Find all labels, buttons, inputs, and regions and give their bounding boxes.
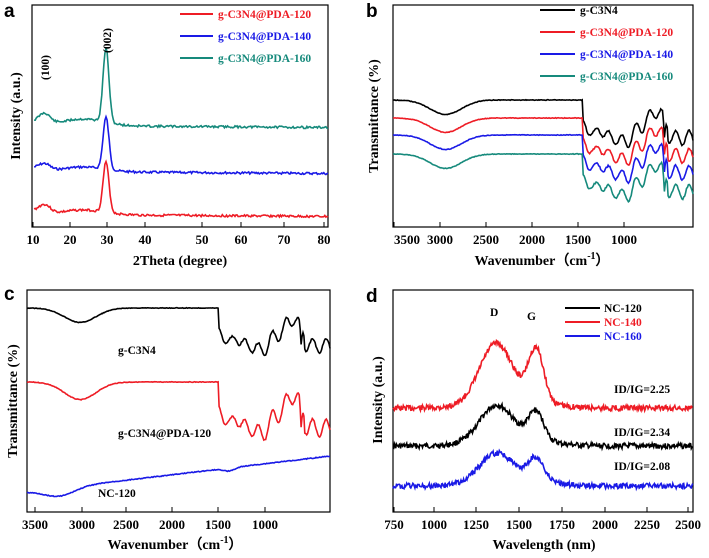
series-a-pda120 bbox=[33, 159, 329, 219]
series-a-pda160 bbox=[34, 47, 329, 130]
series-b-pda140 bbox=[392, 133, 694, 185]
tick-c-1500: 1500 bbox=[205, 517, 231, 532]
legend-d-label-nc160: NC-160 bbox=[604, 331, 642, 343]
legend-b-label-120: g-C3N4@PDA-120 bbox=[580, 27, 673, 39]
panel-letter-c: c bbox=[4, 284, 15, 305]
series-c-gc3n4 bbox=[26, 306, 331, 357]
tick-d-1000: 1000 bbox=[421, 517, 447, 532]
xlabel-a: 2Theta (degree) bbox=[133, 254, 228, 269]
tick-a-50: 50 bbox=[196, 232, 209, 247]
series-b-gc3n4 bbox=[392, 98, 694, 149]
tick-a-10: 10 bbox=[27, 232, 40, 247]
tick-d-2500: 2500 bbox=[675, 517, 701, 532]
series-d-nc120 bbox=[392, 401, 694, 452]
plot-frame-a bbox=[31, 4, 329, 228]
tick-b-3500: 3500 bbox=[394, 232, 420, 247]
tick-a-30: 30 bbox=[101, 232, 114, 247]
ylabel-a: Intensity (a.u.) bbox=[9, 72, 24, 160]
x-ticks-a bbox=[32, 222, 325, 227]
legend-b-label-140: g-C3N4@PDA-140 bbox=[580, 49, 673, 61]
tick-c-3000: 3000 bbox=[69, 517, 95, 532]
tick-c-2000: 2000 bbox=[159, 517, 185, 532]
tick-c-2500: 2500 bbox=[113, 517, 139, 532]
tick-c-3500: 3500 bbox=[22, 517, 48, 532]
legend-a-label-160: g-C3N4@PDA-160 bbox=[218, 53, 311, 65]
plot-frame-d bbox=[392, 289, 694, 513]
ylabel-c: Transmittance (%) bbox=[6, 344, 21, 458]
series-c-pda120 bbox=[26, 380, 331, 442]
ratio-label-nc160: ID/IG=2.08 bbox=[614, 461, 670, 473]
series-d-nc160 bbox=[392, 448, 694, 492]
series-d-nc140 bbox=[392, 338, 693, 414]
plot-frame-b bbox=[392, 4, 694, 228]
panel-c: c 3500 3000 2500 2000 1500 1000 Wavenumb… bbox=[4, 284, 331, 553]
x-ticks-c bbox=[34, 507, 266, 512]
tick-d-1250: 1250 bbox=[463, 517, 489, 532]
series-label-c-pda120: g-C3N4@PDA-120 bbox=[118, 428, 211, 440]
x-ticks-d bbox=[393, 507, 689, 512]
legend-d-label-nc120: NC-120 bbox=[604, 303, 642, 315]
tick-a-70: 70 bbox=[278, 232, 291, 247]
peak-label-g: G bbox=[527, 311, 536, 323]
xlabel-b: Wavenumber（cm-1） bbox=[474, 251, 609, 269]
tick-a-40: 40 bbox=[139, 232, 152, 247]
peak-label-d: D bbox=[490, 307, 498, 319]
tick-d-2250: 2250 bbox=[634, 517, 660, 532]
tick-d-1750: 1750 bbox=[549, 517, 575, 532]
x-ticks-b bbox=[393, 222, 625, 227]
series-a-pda140 bbox=[34, 114, 329, 176]
peak-label-100: (100) bbox=[40, 55, 52, 80]
tick-b-3000: 3000 bbox=[427, 232, 453, 247]
xlabel-d: Wavelength (nm) bbox=[492, 538, 595, 553]
legend-a-label-140: g-C3N4@PDA-140 bbox=[218, 31, 311, 43]
tick-d-750: 750 bbox=[384, 517, 404, 532]
panel-letter-d: d bbox=[366, 286, 378, 307]
tick-a-80: 80 bbox=[318, 232, 331, 247]
tick-a-20: 20 bbox=[64, 232, 77, 247]
series-label-c-gc3n4: g-C3N4 bbox=[118, 345, 156, 357]
legend-b-label-gc3n4: g-C3N4 bbox=[580, 5, 618, 17]
panel-letter-a: a bbox=[4, 1, 15, 22]
legend-b-label-160: g-C3N4@PDA-160 bbox=[580, 71, 673, 83]
series-label-c-nc120: NC-120 bbox=[98, 488, 136, 500]
panel-d: d 750 1000 1250 1500 1750 2000 2250 2500… bbox=[366, 286, 701, 553]
ratio-label-nc140: ID/IG=2.25 bbox=[614, 384, 670, 396]
ylabel-d: Intensity (a.u.) bbox=[371, 356, 386, 444]
ratio-label-nc120: ID/IG=2.34 bbox=[614, 427, 670, 439]
tick-d-1500: 1500 bbox=[506, 517, 532, 532]
legend-a-label-120: g-C3N4@PDA-120 bbox=[218, 9, 311, 21]
tick-b-2500: 2500 bbox=[473, 232, 499, 247]
tick-b-1000: 1000 bbox=[611, 232, 637, 247]
peak-label-002: (002) bbox=[102, 28, 114, 53]
plot-frame-c bbox=[26, 289, 331, 513]
panel-b: b 3500 3000 2500 2000 1500 1000 Wavenumb… bbox=[366, 1, 694, 269]
xlabel-c: Wavenumber（cm-1） bbox=[107, 535, 242, 553]
series-b-pda120 bbox=[392, 116, 694, 166]
ylabel-b: Transmittance (%) bbox=[367, 59, 382, 173]
panel-letter-b: b bbox=[366, 1, 378, 22]
tick-c-1000: 1000 bbox=[252, 517, 278, 532]
tick-b-2000: 2000 bbox=[519, 232, 545, 247]
tick-b-1500: 1500 bbox=[565, 232, 591, 247]
panel-a: a 10 20 30 40 50 60 70 80 2Theta (degree… bbox=[4, 1, 331, 269]
series-c-nc120 bbox=[26, 455, 330, 498]
legend-d-label-nc140: NC-140 bbox=[604, 317, 642, 329]
series-b-pda160 bbox=[392, 152, 694, 204]
tick-a-60: 60 bbox=[235, 232, 248, 247]
tick-d-2000: 2000 bbox=[592, 517, 618, 532]
